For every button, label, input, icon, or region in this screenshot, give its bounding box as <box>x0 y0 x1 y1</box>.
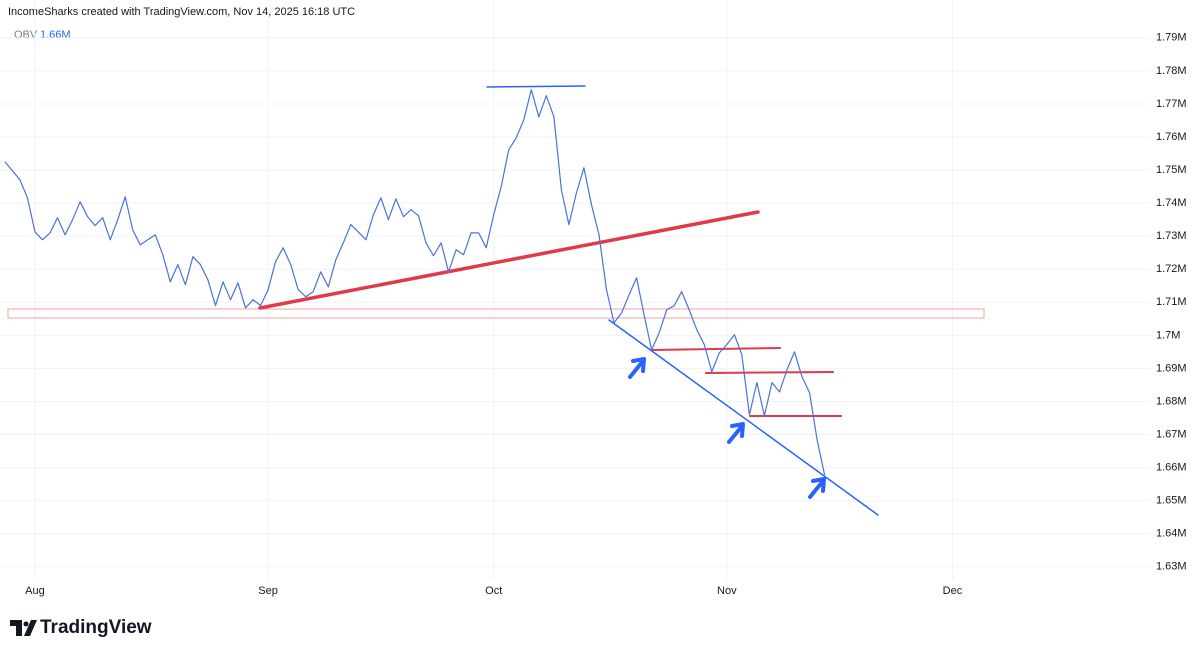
arrow <box>628 357 646 379</box>
header-title: IncomeSharks created with TradingView.co… <box>8 6 355 18</box>
zone-box <box>7 308 985 319</box>
y-tick-label: 1.63M <box>1156 561 1187 573</box>
x-tick-label: Sep <box>258 585 278 597</box>
y-tick-label: 1.66M <box>1156 462 1187 474</box>
y-tick-label: 1.7M <box>1156 329 1180 341</box>
support-line <box>608 319 879 516</box>
x-tick-label: Aug <box>25 585 45 597</box>
x-tick-label: Nov <box>717 585 737 597</box>
y-tick-label: 1.64M <box>1156 528 1187 540</box>
y-tick-label: 1.69M <box>1156 362 1187 374</box>
level-line <box>651 347 781 351</box>
trend-line <box>258 210 760 310</box>
arrow <box>808 477 826 499</box>
logo-icon <box>10 620 37 636</box>
legend-value: 1.66M <box>40 29 71 41</box>
y-tick-label: 1.75M <box>1156 164 1187 176</box>
y-tick-label: 1.77M <box>1156 98 1187 110</box>
y-tick-label: 1.68M <box>1156 395 1187 407</box>
legend-name: OBV <box>14 29 38 41</box>
level-line <box>705 371 834 374</box>
y-tick-label: 1.79M <box>1156 32 1187 44</box>
logo-icon <box>23 621 29 627</box>
drawings <box>7 85 985 516</box>
y-tick-label: 1.67M <box>1156 428 1187 440</box>
series-line <box>4 89 826 476</box>
grid <box>0 0 1150 580</box>
y-tick-label: 1.71M <box>1156 296 1187 308</box>
y-tick-label: 1.74M <box>1156 197 1187 209</box>
y-tick-label: 1.72M <box>1156 263 1187 275</box>
y-tick-label: 1.78M <box>1156 65 1187 77</box>
x-tick-label: Oct <box>485 585 502 597</box>
top-line <box>486 85 586 88</box>
logo-text: TradingView <box>40 617 152 638</box>
y-tick-label: 1.65M <box>1156 495 1187 507</box>
y-tick-label: 1.76M <box>1156 131 1187 143</box>
y-tick-label: 1.73M <box>1156 230 1187 242</box>
logo: TradingView <box>10 617 152 638</box>
arrow <box>727 422 745 444</box>
x-tick-label: Dec <box>943 585 963 597</box>
